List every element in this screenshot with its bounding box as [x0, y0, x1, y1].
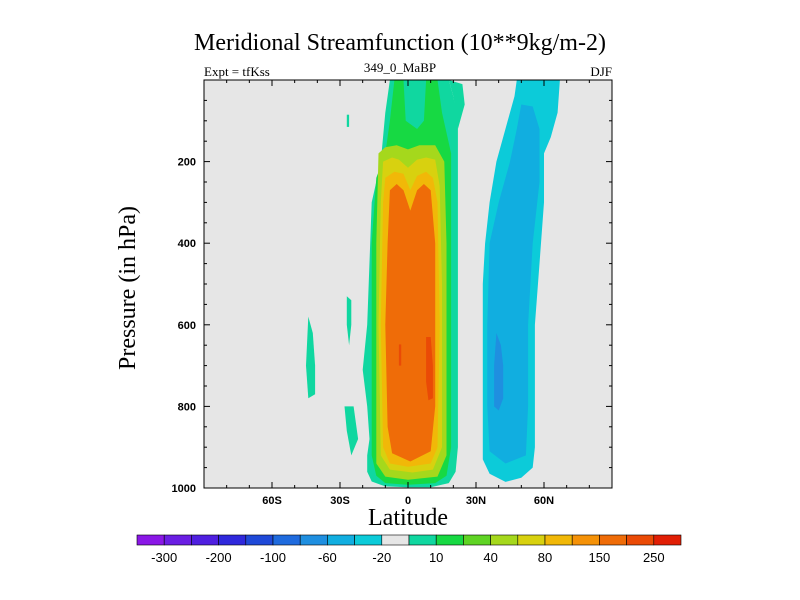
colorbar-label: 80: [538, 550, 552, 565]
colorbar-swatch: [653, 534, 682, 546]
contour-isolated-10-b: [346, 296, 352, 346]
colorbar-swatch: [299, 534, 328, 546]
colorbar-swatch: [490, 534, 519, 546]
x-tick-label: 30S: [330, 495, 350, 507]
y-tick-label: 600: [178, 320, 196, 332]
colorbar-swatch: [381, 534, 410, 546]
contour-isolated-10-c: [346, 114, 350, 127]
contour-layer: [306, 80, 560, 488]
colorbar-swatch: [599, 534, 627, 546]
colorbar-swatch: [245, 534, 274, 546]
contour-negative-cell-100: [494, 333, 504, 411]
colorbar-swatch: [218, 534, 247, 546]
colorbar-label: -100: [260, 550, 286, 565]
colorbar-swatch: [544, 534, 573, 546]
y-tick-label: 800: [178, 401, 196, 413]
colorbar-swatch: [408, 534, 437, 546]
x-tick-label: 60N: [534, 495, 554, 507]
colorbar-swatch: [136, 534, 165, 546]
period-label: 349_0_MaBP: [363, 60, 437, 75]
colorbar-swatch: [191, 534, 219, 546]
x-axis-label: Latitude: [368, 505, 448, 531]
contour-positive-cell-250-sh: [398, 344, 402, 366]
colorbar-swatch: [327, 534, 355, 546]
colorbar-label: 250: [643, 550, 665, 565]
colorbar-label: 10: [429, 550, 443, 565]
colorbar-swatch: [571, 534, 600, 546]
colorbar-swatch: [517, 534, 546, 546]
x-tick-label: 0: [405, 495, 411, 507]
y-tick-label: 200: [178, 157, 196, 169]
colorbar-label: -60: [318, 550, 337, 565]
contour-positive-cell-150: [385, 184, 436, 462]
colorbar-label: 150: [589, 550, 611, 565]
season-label: DJF: [590, 64, 612, 79]
contour-isolated-10-a: [306, 316, 316, 399]
colorbar-label: -20: [372, 550, 391, 565]
contour-isolated-10-d: [344, 406, 359, 456]
y-tick-label: 400: [178, 238, 196, 250]
x-tick-label: 60S: [262, 495, 282, 507]
colorbar-swatch: [163, 534, 192, 546]
x-tick-label: 30N: [466, 495, 486, 507]
contour-positive-cell-250-nh: [426, 337, 433, 401]
colorbar-swatch: [354, 534, 383, 546]
chart-title: Meridional Streamfunction (10**9kg/m-2): [194, 30, 606, 56]
colorbar-swatch: [626, 534, 655, 546]
y-tick-label: 1000: [172, 483, 196, 495]
colorbar-swatch: [272, 534, 301, 546]
colorbar-swatch: [463, 534, 491, 546]
colorbar-label: 40: [483, 550, 497, 565]
colorbar-swatch: [435, 534, 464, 546]
experiment-label: Expt = tfKss: [204, 64, 270, 79]
contour-nh-upper-tongue: [448, 80, 465, 129]
colorbar-label: -300: [151, 550, 177, 565]
colorbar-label: -200: [206, 550, 232, 565]
